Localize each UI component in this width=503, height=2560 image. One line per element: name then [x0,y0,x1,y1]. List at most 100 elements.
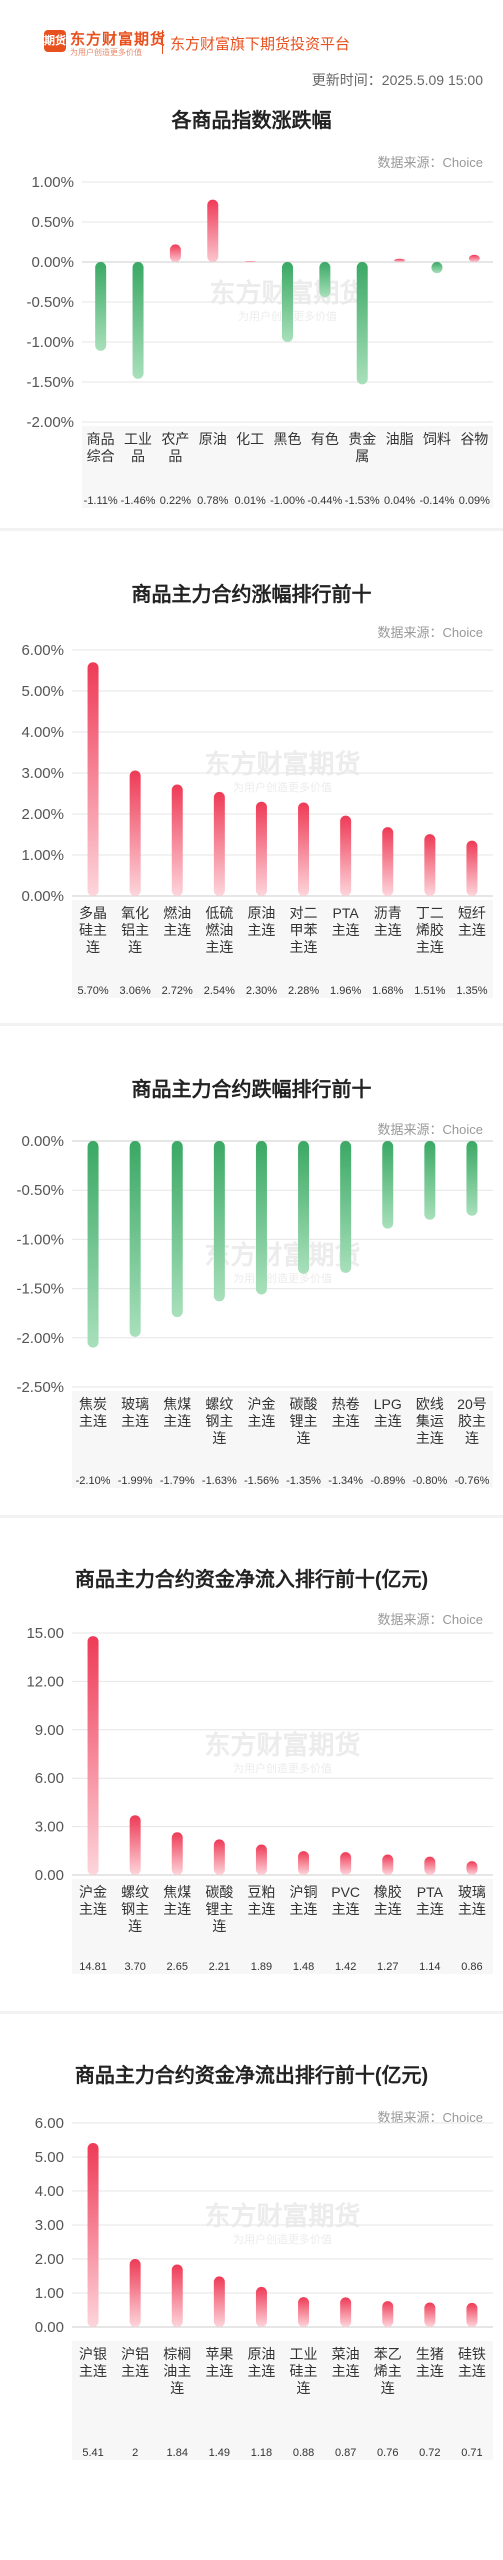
value-label: 0.88 [293,2447,314,2459]
bar [255,2286,267,2327]
bar [207,199,219,262]
bar [171,2264,183,2327]
x-category-label: PVC 主连 [331,1884,360,1917]
section-divider [0,528,503,531]
bar [95,262,107,351]
chart-source: 数据来源：Choice [377,1612,483,1627]
x-category-label: 原油 [199,431,227,447]
value-label: 1.68% [372,985,403,997]
y-tick-label: 2.00% [21,806,64,823]
chart-section-net-outflow: 商品主力合约资金净流出排行前十(亿元) 数据来源：Choice [0,2023,503,2560]
x-category-label: 橡胶主连 [374,1884,402,1917]
x-category-label: 焦煤主连 [163,1396,191,1429]
bar [87,1636,99,1875]
bar [424,1141,436,1220]
y-tick-label: 9.00 [35,1722,64,1739]
watermark-text: 东方财富期货 [204,1730,360,1760]
bar [298,802,310,896]
x-category-label: 沪铝主连 [121,2346,149,2379]
value-label: 1.48 [293,1961,314,1973]
x-category-label: 商品综合 [87,431,115,464]
chart-source: 数据来源：Choice [377,1122,483,1137]
brand-name: 东方财富期货 [70,31,167,48]
bar [129,2259,141,2327]
x-category-label: 沪铜主连 [290,1884,318,1917]
watermark-text: 东方财富期货 [204,749,360,779]
bar [466,1861,478,1875]
chart-section-index-change: 各商品指数涨跌幅 数据来源：Choice [0,96,503,516]
bar [213,1839,225,1875]
x-category-label: 沪金主连 [79,1884,107,1917]
value-label: 2.21 [209,1961,230,1973]
bar [169,244,181,262]
value-label: 0.78% [197,495,228,507]
x-category-label: 饲料 [423,431,451,447]
bar [356,262,368,385]
chart-0-plot: 东方财富期货为用户创造更多价值1.00%0.50%0.00%-0.50%-1.0… [26,174,493,508]
bar [298,1141,310,1274]
x-category-label: PTA 主连 [332,905,360,938]
y-tick-label: 5.00% [21,683,64,700]
bar [382,1141,394,1229]
x-category-label: 农产品 [161,431,189,464]
chart-section-net-inflow: 商品主力合约资金净流入排行前十(亿元) 数据来源：Choice [0,1527,503,2017]
bar [213,791,225,896]
x-category-label: 沪银主连 [79,2346,107,2379]
value-label: -1.34% [328,1475,363,1487]
chart-title: 商品主力合约资金净流入排行前十(亿元) [74,1569,429,1591]
value-label: 3.70 [124,1961,145,1973]
value-label: -1.53% [345,495,380,507]
y-tick-label: 6.00 [35,2115,64,2132]
value-label: 1.42 [335,1961,356,1973]
y-tick-label: 4.00 [35,2183,64,2200]
x-category-label: 原油主连 [247,905,275,938]
x-category-label: 螺纹钢主连 [121,1884,149,1934]
value-label: 0.76 [377,2447,398,2459]
bar [382,2301,394,2327]
y-tick-label: -1.50% [16,1281,64,1298]
x-category-label: 苹果主连 [205,2346,233,2379]
section-divider [0,1515,503,1518]
bar [431,262,443,274]
bar [244,261,256,263]
bar [129,1815,141,1875]
y-tick-label: 0.00% [21,1133,64,1150]
x-category-label: 原油主连 [247,2346,275,2379]
bar [87,2143,99,2327]
bar [340,1141,352,1273]
bar [319,262,331,298]
category-band [72,1391,493,1488]
value-label: 1.89 [251,1961,272,1973]
x-category-label: PTA 主连 [416,1884,444,1917]
x-category-label: 多晶硅主连 [79,905,107,955]
value-label: 0.04% [384,495,415,507]
x-category-label: 丁二烯胶主连 [416,905,444,955]
brand-divider [162,30,163,54]
bar [468,254,480,262]
value-label: 0.72 [419,2447,440,2459]
x-category-label: 焦炭主连 [79,1396,107,1429]
bar [382,827,394,896]
bar [424,2302,436,2327]
y-tick-label: 1.00 [35,2285,64,2302]
x-category-label: 焦煤主连 [163,1884,191,1917]
value-label: 1.84 [167,2447,188,2459]
category-band [72,1879,493,1974]
x-category-label: 低硫燃油主连 [205,905,233,955]
x-category-label: 沪金主连 [247,1396,275,1429]
bar [466,1141,478,1216]
bar [129,1141,141,1337]
value-label: 0.09% [459,495,490,507]
x-category-label: 生猪主连 [416,2346,444,2379]
bar [255,1141,267,1295]
bar [171,1141,183,1318]
bar [340,1852,352,1875]
x-category-label: 菜油主连 [332,2346,360,2379]
value-label: -0.80% [412,1475,447,1487]
bar [213,1141,225,1302]
x-category-label: 碳酸锂主连 [290,1396,318,1446]
value-label: -1.56% [244,1475,279,1487]
bar [129,770,141,896]
y-tick-label: -2.50% [16,1379,64,1396]
